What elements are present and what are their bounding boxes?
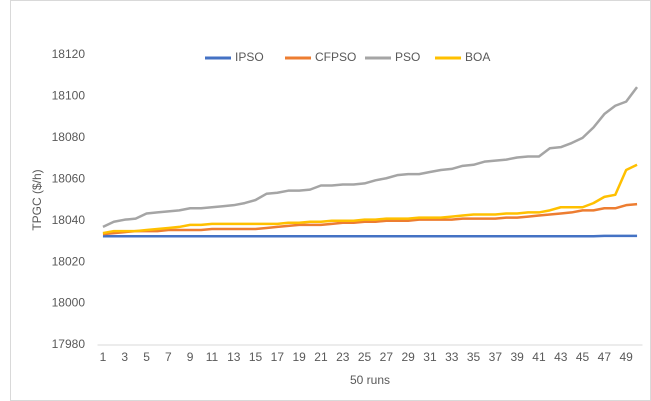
x-tick-label: 33 <box>445 350 459 364</box>
y-tick-label: 18120 <box>52 47 86 61</box>
x-tick-label: 7 <box>165 350 172 364</box>
x-tick-label: 31 <box>423 350 437 364</box>
legend-label: PSO <box>395 50 420 64</box>
x-tick-label: 9 <box>187 350 194 364</box>
y-tick-label: 18040 <box>52 213 86 227</box>
x-tick-label: 35 <box>467 350 481 364</box>
y-tick-label: 18020 <box>52 254 86 268</box>
series-line <box>102 163 638 235</box>
x-tick-label: 27 <box>380 350 394 364</box>
x-tick-label: 11 <box>206 350 219 364</box>
x-tick-label: 39 <box>510 350 524 364</box>
series-line <box>102 202 638 236</box>
x-tick-label: 37 <box>489 350 503 364</box>
x-tick-label: 47 <box>598 350 612 364</box>
x-tick-label: 3 <box>121 350 128 364</box>
y-tick-label: 18000 <box>52 296 86 310</box>
y-tick-label: 18080 <box>52 130 86 144</box>
x-tick-label: 19 <box>292 350 306 364</box>
y-tick-label: 17980 <box>52 337 86 351</box>
x-tick-label: 13 <box>227 350 241 364</box>
x-tick-label: 17 <box>271 350 285 364</box>
x-tick-label: 49 <box>619 350 633 364</box>
y-tick-label: 18100 <box>52 89 86 103</box>
x-tick-label: 29 <box>401 350 415 364</box>
y-axis-label: TPGC ($/h) <box>30 169 44 230</box>
x-tick-label: 5 <box>143 350 150 364</box>
x-tick-label: 25 <box>358 350 372 364</box>
legend-label: IPSO <box>235 50 264 64</box>
x-tick-label: 21 <box>314 350 328 364</box>
chart-border <box>10 0 651 401</box>
legend-label: BOA <box>465 50 490 64</box>
x-tick-label: 45 <box>576 350 590 364</box>
y-tick-label: 18060 <box>52 171 86 185</box>
legend-label: CFPSO <box>315 50 356 64</box>
x-tick-label: 41 <box>532 350 546 364</box>
x-tick-label: 43 <box>554 350 568 364</box>
series-line <box>102 86 639 229</box>
x-tick-label: 23 <box>336 350 350 364</box>
x-tick-label: 1 <box>100 350 107 364</box>
x-tick-label: 15 <box>249 350 263 364</box>
x-axis-label: 50 runs <box>350 373 390 387</box>
